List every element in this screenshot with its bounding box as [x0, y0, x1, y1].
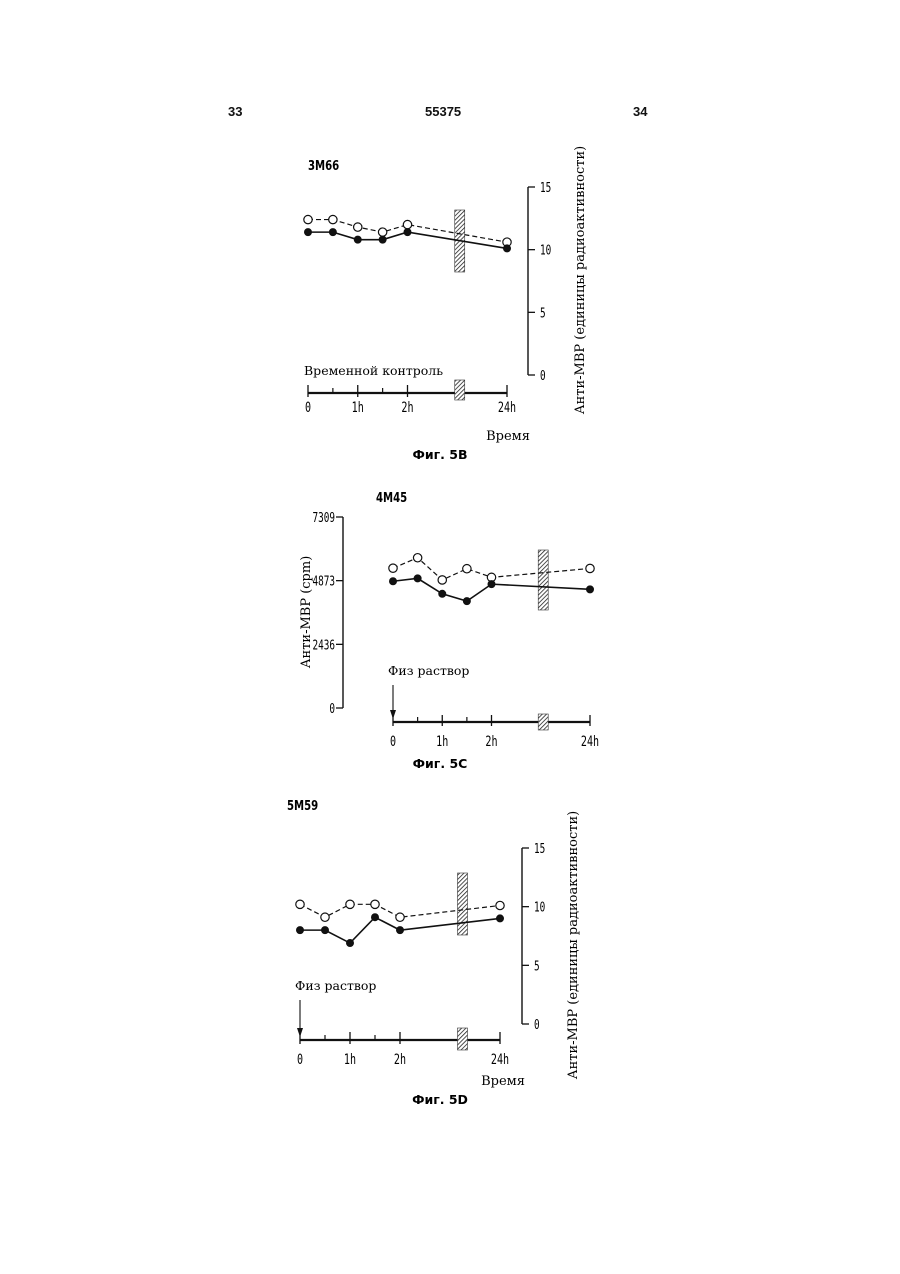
y-tick-label: 0 — [329, 700, 335, 716]
timeline-break-hatch — [455, 380, 465, 400]
filled-circle-point — [347, 940, 354, 947]
chart-panel: 0 2436 4873 7309 Анти-МВР (cpm) 0 1h 2h 24h 4M45 Ф… — [299, 490, 599, 771]
x-tick-label: 1h — [352, 399, 364, 415]
y-axis-label: Анти-МВР (cpm) — [299, 556, 314, 669]
treatment-label: Временной контроль — [304, 363, 443, 378]
filled-circle-point — [587, 586, 594, 593]
y-axis-label: Анти-МВР (единицы радиоактивности) — [573, 146, 588, 414]
filled-circle-point — [439, 590, 446, 597]
y-axis-label: Анти-МВР (единицы радиоактивности) — [566, 811, 581, 1079]
y-tick-label: 5 — [540, 305, 546, 321]
treatment-label: Физ раствор — [388, 663, 469, 678]
timeline-break-hatch — [538, 714, 548, 730]
filled-circle-point — [497, 915, 504, 922]
open-circle-point — [438, 576, 446, 584]
open-circle-point — [403, 220, 411, 228]
open-circle-point — [329, 215, 337, 223]
treatment-arrowhead — [390, 710, 396, 719]
filled-circle-point — [329, 229, 336, 236]
y-tick-label: 4873 — [312, 573, 335, 589]
y-tick-label: 0 — [534, 1016, 540, 1032]
open-circle-point — [463, 565, 471, 573]
timeline-break-hatch — [458, 1028, 468, 1050]
y-tick-label: 15 — [534, 840, 545, 856]
open-circle-point — [371, 900, 379, 908]
filled-circle-point — [504, 245, 511, 252]
axis-break-hatch — [538, 550, 548, 610]
x-tick-label: 24h — [491, 1051, 509, 1067]
filled-circle-point — [354, 236, 361, 243]
filled-circle-point — [414, 575, 421, 582]
x-tick-label: 0 — [390, 733, 396, 749]
open-circle-point — [378, 228, 386, 236]
y-tick-label: 10 — [540, 242, 551, 258]
y-tick-label: 7309 — [312, 509, 335, 525]
filled-circle-point — [390, 578, 397, 585]
panel-id: 5M59 — [287, 798, 318, 814]
figure-caption: Фиг. 5B — [412, 447, 467, 462]
panel-id: 4M45 — [376, 490, 407, 506]
filled-circle-point — [379, 236, 386, 243]
filled-circle-point — [397, 927, 404, 934]
y-tick-label: 10 — [534, 899, 545, 915]
figure-caption: Фиг. 5D — [412, 1092, 468, 1107]
x-axis-label: Время — [481, 1074, 525, 1089]
open-circle-point — [304, 215, 312, 223]
axis-break-hatch — [458, 873, 468, 935]
x-axis-label: Время — [486, 429, 530, 444]
x-tick-label: 24h — [581, 733, 599, 749]
open-circle-point — [321, 913, 329, 921]
open-circle-point — [496, 901, 504, 909]
filled-circle-point — [305, 229, 312, 236]
y-tick-label: 0 — [540, 367, 546, 383]
panel-id: 3M66 — [308, 158, 339, 174]
x-tick-label: 0 — [305, 399, 311, 415]
filled-circle-point — [488, 581, 495, 588]
x-tick-label: 2h — [401, 399, 413, 415]
open-circle-point — [354, 223, 362, 231]
chart-panel: 0 5 10 15 Анти-МВР (единицы радиоактивности)… — [287, 798, 581, 1107]
x-tick-label: 2h — [394, 1051, 406, 1067]
y-tick-label: 5 — [534, 958, 540, 974]
filled-circle-point — [404, 229, 411, 236]
open-circle-point — [586, 564, 594, 572]
treatment-label: Физ раствор — [295, 978, 376, 993]
x-tick-label: 1h — [344, 1051, 356, 1067]
y-tick-label: 15 — [540, 179, 551, 195]
filled-circle-point — [372, 914, 379, 921]
x-tick-label: 0 — [297, 1051, 303, 1067]
x-tick-label: 1h — [436, 733, 448, 749]
filled-circle-point — [322, 927, 329, 934]
filled-circle-point — [297, 927, 304, 934]
filled-circle-point — [463, 598, 470, 605]
figure-caption: Фиг. 5C — [413, 756, 468, 771]
open-circle-point — [413, 554, 421, 562]
open-circle-point — [296, 900, 304, 908]
open-circle-point — [346, 900, 354, 908]
chart-panel: 0 5 10 15 Анти-МВР (единицы радиоактивности)… — [304, 146, 588, 462]
x-tick-label: 24h — [498, 399, 516, 415]
open-circle-point — [389, 564, 397, 572]
x-tick-label: 2h — [485, 733, 497, 749]
open-circle-point — [396, 913, 404, 921]
y-tick-label: 2436 — [312, 637, 335, 653]
treatment-arrowhead — [297, 1028, 303, 1037]
